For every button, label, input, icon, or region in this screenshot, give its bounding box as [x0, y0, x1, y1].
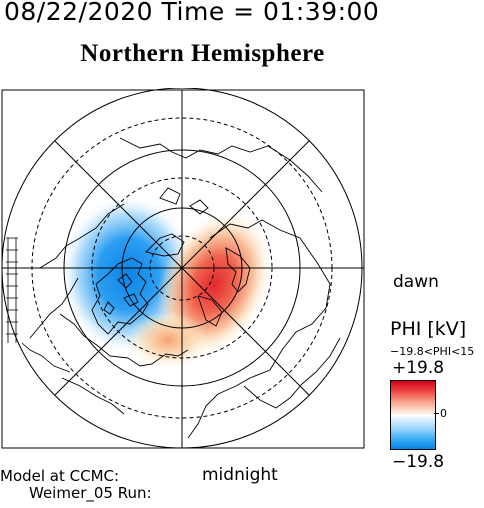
meridian-diagonal-2 [54, 140, 310, 396]
hemisphere-title: Northern Hemisphere [80, 40, 325, 67]
colorbar-min-label: −19.8 [392, 452, 445, 472]
run-label: Weimer_05 Run: [29, 484, 152, 502]
colorbar-range: −19.8<PHI<15 [390, 345, 475, 358]
frame-fragment-marks [6, 237, 71, 373]
polar-map [1, 88, 365, 449]
colorbar-max-label: +19.8 [392, 358, 445, 378]
colorbar [390, 380, 436, 450]
datetime-title: 08/22/2020 Time = 01:39:00 [4, 0, 380, 26]
colorbar-zero-label: 0 [440, 407, 447, 420]
coastlines [29, 137, 341, 439]
dawn-label: dawn [393, 272, 439, 292]
meridians [2, 90, 364, 448]
midnight-label: midnight [202, 465, 278, 485]
colorbar-zero-tick [434, 413, 439, 414]
positive-potential-extension [128, 312, 208, 368]
model-label: Model at CCMC: [0, 467, 120, 485]
colorbar-title: PHI [kV] [390, 318, 467, 340]
